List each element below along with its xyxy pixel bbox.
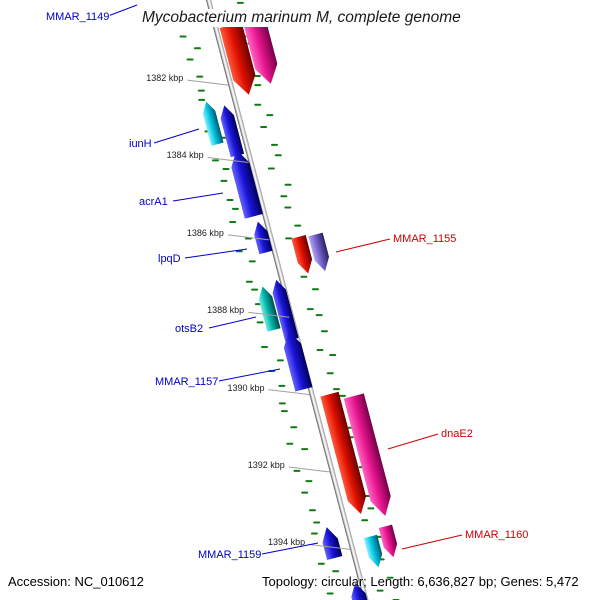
minor-tick: [274, 154, 282, 157]
minor-tick: [294, 224, 302, 228]
minor-tick: [361, 518, 369, 522]
minor-tick: [311, 288, 319, 291]
minor-tick: [366, 507, 374, 510]
gene-leader-line: [401, 534, 463, 550]
ruler-label: 1390 kbp: [227, 382, 265, 393]
gene-label-iunh[interactable]: iunH: [128, 138, 153, 150]
gene-label-otsb2[interactable]: otsB2: [174, 323, 205, 335]
minor-tick: [260, 345, 268, 348]
minor-tick: [307, 308, 315, 311]
ruler-label: 1382 kbp: [146, 73, 184, 84]
gene-leader-line: [208, 316, 257, 329]
minor-tick: [376, 589, 384, 593]
minor-tick: [251, 288, 259, 291]
minor-tick: [277, 359, 285, 362]
minor-tick: [278, 385, 286, 388]
minor-tick: [198, 89, 206, 92]
minor-tick: [235, 249, 243, 253]
gene-label-acra1[interactable]: acrA1: [138, 196, 169, 208]
minor-tick: [245, 281, 253, 284]
gene-leader-line: [335, 238, 391, 253]
minor-tick: [270, 143, 278, 147]
minor-tick: [254, 103, 262, 107]
minor-tick: [316, 349, 324, 352]
minor-tick: [179, 35, 187, 38]
gene-label-dnae2[interactable]: dnaE2: [440, 428, 474, 440]
minor-tick: [194, 47, 202, 50]
minor-tick: [286, 442, 294, 446]
minor-tick: [229, 221, 237, 224]
minor-tick: [284, 206, 292, 210]
minor-tick: [212, 159, 220, 162]
minor-tick: [256, 321, 264, 325]
genome-backbone[interactable]: [197, 0, 381, 600]
gene-leader-line: [153, 128, 200, 144]
ruler-leader-line: [268, 389, 310, 396]
minor-tick: [222, 168, 230, 171]
genome-title: Mycobacterium marinum M, complete genome: [140, 9, 463, 27]
minor-tick: [331, 570, 339, 573]
minor-tick: [186, 58, 194, 61]
minor-tick: [266, 114, 274, 117]
minor-tick: [220, 179, 228, 183]
gene-label-mmar-1155[interactable]: MMAR_1155: [392, 233, 458, 245]
minor-tick: [279, 401, 287, 405]
minor-tick: [326, 372, 334, 375]
minor-tick: [301, 447, 309, 451]
minor-tick: [315, 314, 323, 317]
minor-tick: [293, 469, 301, 473]
minor-tick: [249, 260, 257, 263]
minor-tick: [312, 521, 320, 524]
ruler-label: 1384 kbp: [166, 150, 204, 161]
ruler-label: 1394 kbp: [268, 537, 306, 548]
ruler-leader-line: [187, 79, 229, 86]
gene-label-lpqd[interactable]: lpqD: [157, 253, 182, 265]
minor-tick: [284, 183, 292, 187]
minor-tick: [280, 195, 288, 198]
ruler-label: 1386 kbp: [186, 227, 224, 238]
minor-tick: [311, 532, 319, 535]
minor-tick: [267, 167, 275, 170]
minor-tick: [308, 509, 316, 513]
minor-tick: [300, 275, 308, 279]
topology-text: Topology: circular; Length: 6,636,827 bp…: [262, 574, 579, 589]
gene-label-mmar-1159[interactable]: MMAR_1159: [197, 549, 263, 561]
minor-tick: [329, 353, 337, 357]
gene-label-mmar-1157[interactable]: MMAR_1157: [154, 376, 220, 388]
minor-tick: [254, 83, 262, 86]
minor-tick: [301, 491, 309, 494]
minor-tick: [317, 562, 325, 565]
minor-tick: [285, 237, 293, 240]
gene-leader-line: [172, 192, 224, 202]
minor-tick: [267, 369, 275, 373]
mmar-1155-arrow[interactable]: [308, 232, 332, 273]
minor-tick: [236, 1, 244, 5]
minor-tick: [196, 75, 204, 78]
gene-label-mmar-1160[interactable]: MMAR_1160: [464, 529, 530, 541]
minor-tick: [254, 74, 262, 77]
mmar-1159-arrow[interactable]: [319, 525, 343, 560]
minor-tick: [231, 208, 239, 211]
ruler-label: 1392 kbp: [247, 459, 285, 470]
gene-leader-line: [387, 433, 439, 450]
minor-tick: [259, 125, 267, 129]
accession-text: Accession: NC_010612: [8, 574, 144, 589]
minor-tick: [320, 329, 328, 333]
minor-tick: [339, 394, 347, 397]
minor-tick: [280, 409, 288, 413]
ruler-label: 1388 kbp: [207, 305, 245, 316]
minor-tick: [226, 199, 234, 202]
iunh-arrow[interactable]: [200, 100, 224, 146]
minor-tick: [198, 98, 206, 101]
gene-leader-line: [107, 4, 138, 17]
minor-tick: [290, 426, 298, 429]
minor-tick: [332, 387, 340, 391]
minor-tick: [245, 237, 253, 241]
minor-tick: [326, 592, 334, 596]
gene-label-mmar-1149[interactable]: MMAR_1149: [45, 11, 111, 23]
minor-tick: [305, 480, 313, 483]
